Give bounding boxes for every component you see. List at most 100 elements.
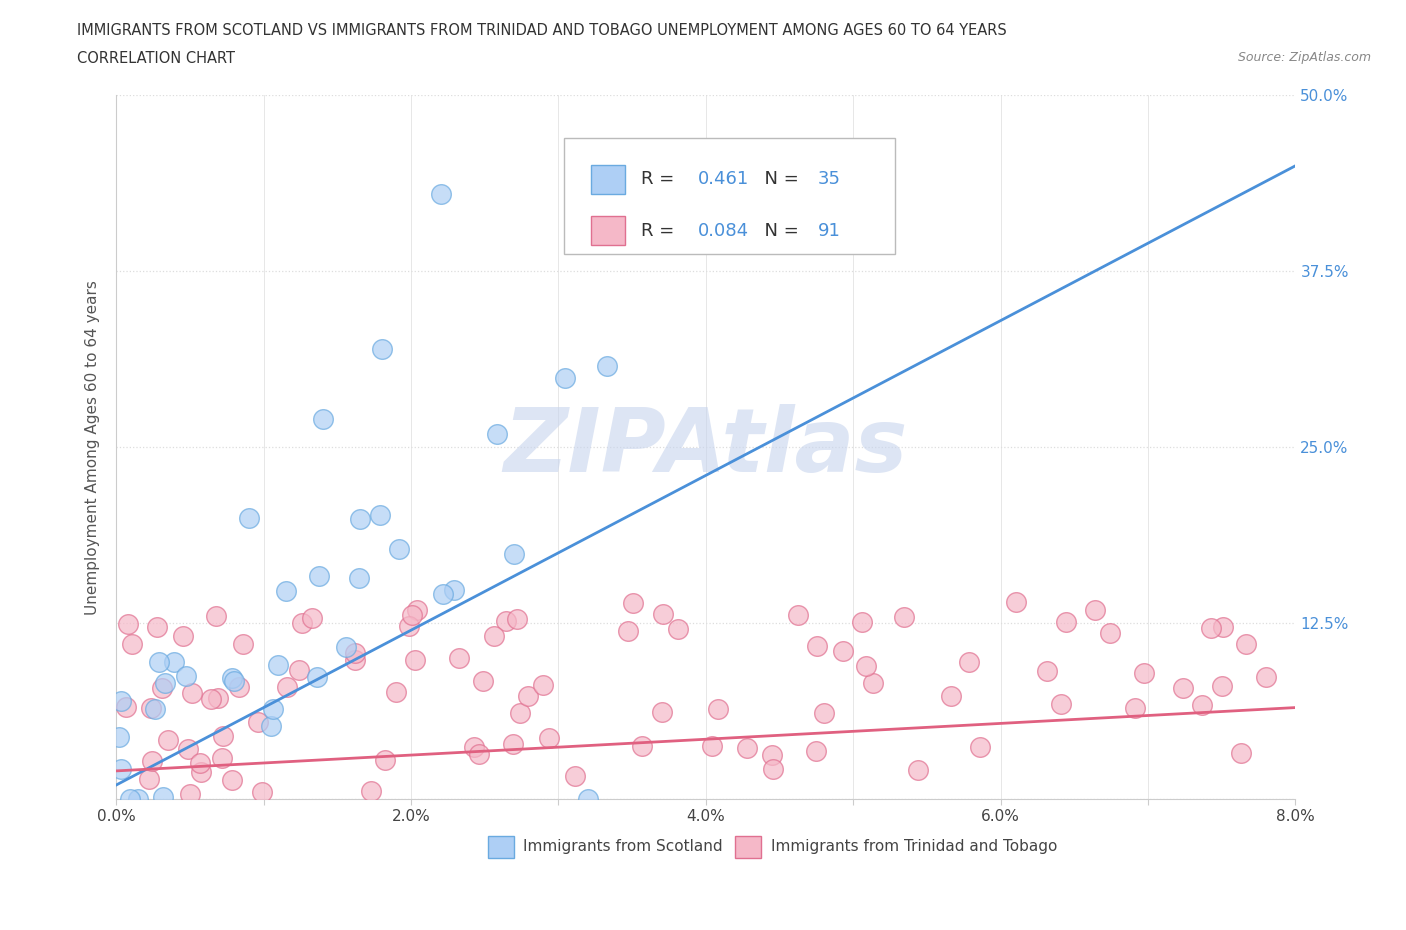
- Point: [762, 762, 785, 777]
- Point: [117, 617, 139, 631]
- Point: [1199, 620, 1222, 635]
- Point: [276, 584, 298, 599]
- Point: [429, 187, 451, 202]
- Point: [1191, 698, 1213, 712]
- Point: [276, 680, 298, 695]
- Point: [388, 541, 411, 556]
- Point: [957, 655, 980, 670]
- Point: [1054, 615, 1077, 630]
- Point: [267, 658, 290, 672]
- Point: [651, 606, 673, 621]
- Point: [1123, 701, 1146, 716]
- Point: [506, 612, 529, 627]
- Point: [163, 655, 186, 670]
- Point: [617, 623, 640, 638]
- Point: [232, 636, 254, 651]
- Point: [495, 614, 517, 629]
- Point: [1049, 697, 1071, 711]
- Point: [181, 685, 204, 700]
- Point: [288, 662, 311, 677]
- Point: [443, 582, 465, 597]
- Point: [1084, 603, 1107, 618]
- Point: [406, 603, 429, 618]
- Point: [121, 637, 143, 652]
- Point: [1230, 745, 1253, 760]
- Point: [735, 740, 758, 755]
- Point: [503, 547, 526, 562]
- Point: [596, 359, 619, 374]
- Point: [152, 790, 174, 804]
- Point: [786, 607, 808, 622]
- Point: [200, 692, 222, 707]
- Text: Immigrants from Trinidad and Tobago: Immigrants from Trinidad and Tobago: [770, 840, 1057, 855]
- Bar: [592, 165, 624, 194]
- Point: [1005, 594, 1028, 609]
- Point: [262, 701, 284, 716]
- Point: [114, 699, 136, 714]
- Point: [554, 371, 576, 386]
- Point: [813, 706, 835, 721]
- Point: [832, 644, 855, 658]
- Point: [307, 669, 329, 684]
- Point: [250, 785, 273, 800]
- Text: R =: R =: [641, 221, 681, 240]
- Point: [1035, 663, 1057, 678]
- Point: [311, 412, 333, 427]
- Point: [666, 622, 689, 637]
- Point: [127, 791, 149, 806]
- Point: [205, 608, 228, 623]
- Point: [260, 718, 283, 733]
- Point: [485, 426, 508, 441]
- Point: [110, 693, 132, 708]
- Point: [110, 762, 132, 777]
- Point: [301, 611, 323, 626]
- Point: [1171, 681, 1194, 696]
- Bar: [488, 836, 513, 858]
- Point: [509, 705, 531, 720]
- Y-axis label: Unemployment Among Ages 60 to 64 years: Unemployment Among Ages 60 to 64 years: [86, 280, 100, 615]
- Point: [447, 650, 470, 665]
- Text: Immigrants from Scotland: Immigrants from Scotland: [523, 840, 723, 855]
- Point: [188, 755, 211, 770]
- Text: N =: N =: [754, 221, 804, 240]
- Point: [347, 570, 370, 585]
- Point: [432, 587, 454, 602]
- Point: [145, 619, 167, 634]
- Point: [404, 652, 426, 667]
- Point: [1212, 619, 1234, 634]
- Text: IMMIGRANTS FROM SCOTLAND VS IMMIGRANTS FROM TRINIDAD AND TOBAGO UNEMPLOYMENT AMO: IMMIGRANTS FROM SCOTLAND VS IMMIGRANTS F…: [77, 23, 1007, 38]
- Point: [621, 595, 644, 610]
- Point: [806, 638, 828, 653]
- Text: Source: ZipAtlas.com: Source: ZipAtlas.com: [1237, 51, 1371, 64]
- Point: [150, 681, 173, 696]
- Point: [907, 763, 929, 777]
- Point: [1098, 626, 1121, 641]
- Point: [207, 690, 229, 705]
- Point: [1133, 666, 1156, 681]
- Point: [862, 675, 884, 690]
- Point: [308, 568, 330, 583]
- Point: [564, 768, 586, 783]
- Point: [707, 701, 730, 716]
- Point: [401, 607, 423, 622]
- Point: [385, 684, 408, 699]
- Point: [700, 738, 723, 753]
- Text: 0.084: 0.084: [697, 221, 749, 240]
- Point: [344, 653, 367, 668]
- Text: 35: 35: [818, 170, 841, 188]
- Point: [141, 753, 163, 768]
- Point: [174, 669, 197, 684]
- Point: [468, 747, 491, 762]
- Point: [537, 731, 560, 746]
- Text: CORRELATION CHART: CORRELATION CHART: [77, 51, 235, 66]
- Point: [761, 748, 783, 763]
- Point: [631, 739, 654, 754]
- Point: [855, 658, 877, 673]
- Point: [228, 680, 250, 695]
- Point: [531, 677, 554, 692]
- Text: N =: N =: [754, 170, 804, 188]
- Point: [343, 646, 366, 661]
- Point: [120, 791, 142, 806]
- Point: [1254, 670, 1277, 684]
- Point: [211, 751, 233, 765]
